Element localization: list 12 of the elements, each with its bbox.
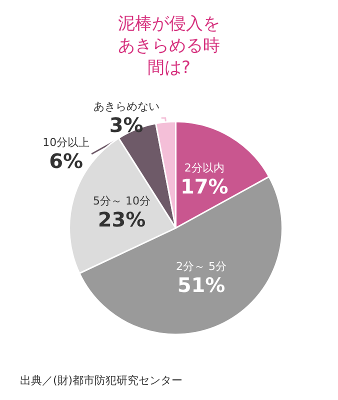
slice-label: あきらめない — [93, 100, 160, 114]
source-note: 出典／(財)都市防犯研究センター — [20, 374, 183, 387]
slice-label: 5分～ 10分 — [93, 194, 151, 208]
slice-label: 10分以上 — [42, 136, 90, 150]
data-label: 51% — [177, 273, 226, 298]
data-label: 17% — [180, 174, 228, 199]
data-label: 3% — [109, 113, 144, 138]
slice-label: 2分以内 — [184, 162, 224, 175]
data-label: 6% — [49, 149, 84, 174]
data-label: 23% — [98, 207, 146, 232]
chart-title: 泥棒が侵入をあきらめる時間は? — [118, 14, 220, 78]
slice-label: 2分～ 5分 — [176, 260, 227, 274]
